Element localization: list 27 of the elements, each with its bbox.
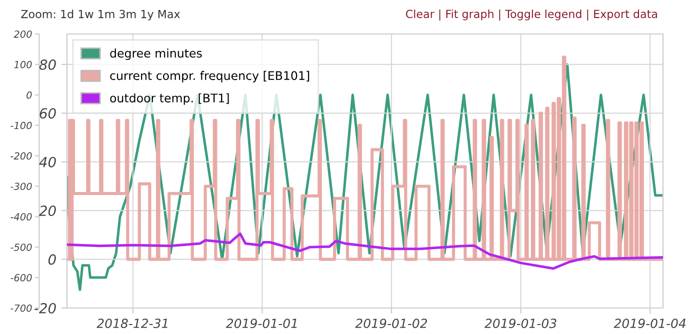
y-tick-label: 40 [39, 156, 56, 168]
x-tick-label: 2019-01-01 [226, 318, 297, 328]
y2-tick-label: -100 [10, 122, 32, 130]
y2-tick-label: -700 [10, 304, 32, 312]
y2-tick-label: 100 [14, 60, 32, 68]
x-tick-label: 2019-01-04 [614, 318, 686, 328]
line-series [67, 232, 663, 270]
legend-label: current compr. frequency [EB101] [110, 70, 310, 82]
y2-tick-label: -500 [10, 244, 32, 251]
y2-tick-label: 0 [26, 91, 32, 99]
y2-tick-label: 200 [14, 30, 32, 38]
y-tick-label: -20 [34, 302, 56, 314]
x-tick-label: 2019-01-02 [355, 318, 428, 328]
y-tick-label: 20 [38, 206, 56, 216]
y2-tick-label: -200 [10, 152, 32, 160]
y2-tick-label: -300 [10, 182, 32, 190]
text: Zoom: 1d 1w 1m 3m 1y Max [21, 10, 180, 20]
y-tick-label: 80 [39, 59, 56, 70]
x-tick-label: 2019-01-03 [484, 318, 556, 328]
legend-label: outdoor temp. [BT1] [110, 93, 229, 105]
y2-tick-label: -600 [10, 274, 32, 282]
y-tick-label: 0 [48, 254, 56, 265]
y-tick-label: 60 [40, 108, 56, 119]
legend-label: degree minutes [110, 48, 202, 60]
x-tick-label: 2018-12-31 [96, 318, 168, 328]
y2-tick-label: -400 [10, 213, 32, 220]
text: Clear | Fit graph | Toggle legend | Export data [406, 9, 657, 21]
